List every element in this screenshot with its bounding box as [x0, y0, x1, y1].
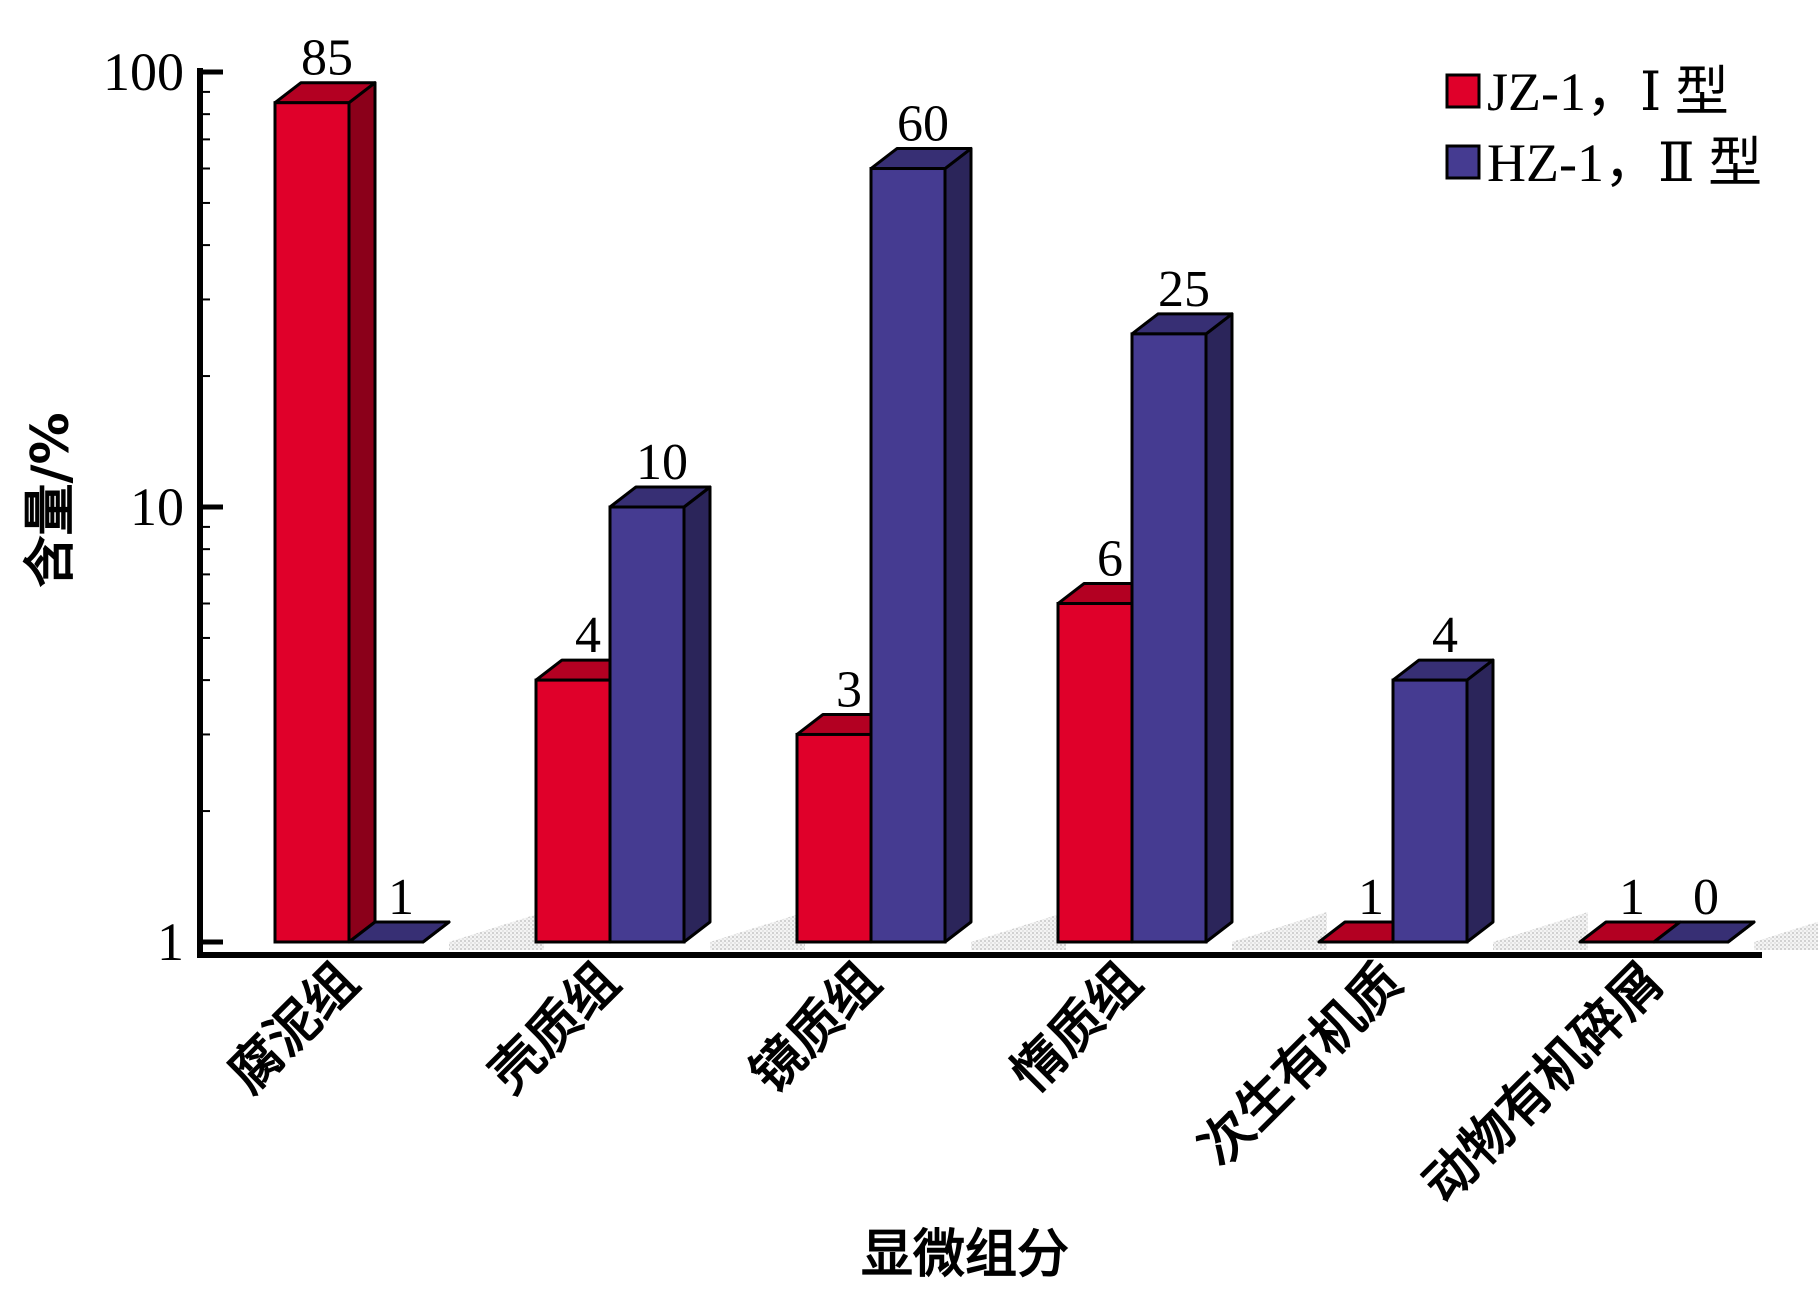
legend-swatch-jz1 — [1445, 73, 1481, 109]
bar-jz1 — [273, 81, 377, 944]
floor-shadow — [1493, 912, 1588, 950]
data-label: 1 — [1358, 869, 1384, 926]
data-label: 85 — [301, 30, 353, 87]
bar-hz1 — [1391, 658, 1495, 944]
bar-hz1 — [1652, 920, 1756, 944]
bar-front — [273, 101, 351, 944]
floor-shadow — [710, 912, 805, 950]
data-label: 25 — [1158, 261, 1210, 318]
data-label: 60 — [897, 96, 949, 153]
data-label: 10 — [636, 434, 688, 491]
bar-hz1 — [869, 147, 973, 944]
floor-shadow — [1232, 912, 1327, 950]
data-label: 0 — [1693, 869, 1719, 926]
bar-side — [1204, 312, 1234, 944]
floor-shadow — [1754, 921, 1818, 950]
category-label: 壳质组 — [478, 952, 631, 1105]
bar-front — [869, 167, 947, 944]
bar-side — [943, 147, 973, 944]
data-label: 4 — [575, 607, 601, 664]
category-label: 镜质组 — [739, 952, 892, 1105]
y-ticks: 1 10 100 — [103, 42, 223, 972]
bar-side — [682, 485, 712, 944]
data-label: 4 — [1432, 607, 1458, 664]
bar-front — [1391, 678, 1469, 944]
category-label: 腐泥组 — [217, 952, 370, 1105]
data-label: 1 — [388, 869, 414, 926]
legend-swatch-hz1 — [1445, 144, 1481, 180]
category-label: 动物有机碎屑 — [1412, 952, 1675, 1215]
bar-front — [608, 505, 686, 944]
bar-side — [347, 81, 377, 944]
y-tick-label: 100 — [103, 42, 184, 102]
y-tick-label: 10 — [130, 477, 184, 537]
bar-front — [534, 678, 612, 944]
data-label: 3 — [836, 661, 862, 718]
bar-side — [1465, 658, 1495, 944]
data-label: 6 — [1097, 531, 1123, 588]
floor-shadows — [449, 912, 1818, 950]
bar-front — [1130, 332, 1208, 944]
category-label: 惰质组 — [1000, 952, 1153, 1105]
y-axis-title: 含量/% — [21, 412, 81, 587]
bar-hz1 — [1130, 312, 1234, 944]
bar-hz1 — [608, 485, 712, 944]
data-label: 1 — [1619, 869, 1645, 926]
y-tick-label: 1 — [157, 912, 184, 972]
bar-top — [347, 920, 451, 944]
category-label: 次生有机质 — [1188, 952, 1414, 1178]
legend: JZ-1，Ⅰ 型 HZ-1，Ⅱ 型 — [1445, 62, 1762, 193]
bar-front — [1056, 602, 1134, 944]
bar-hz1 — [347, 920, 451, 944]
floor-shadow — [449, 912, 544, 950]
x-axis-title: 显微组分 — [861, 1225, 1069, 1285]
floor-shadow — [971, 912, 1066, 950]
legend-label-jz1: JZ-1，Ⅰ 型 — [1487, 62, 1729, 122]
bar-top — [1652, 920, 1756, 944]
bars — [273, 81, 1756, 944]
bar-front — [795, 732, 873, 944]
legend-label-hz1: HZ-1，Ⅱ 型 — [1487, 133, 1762, 193]
